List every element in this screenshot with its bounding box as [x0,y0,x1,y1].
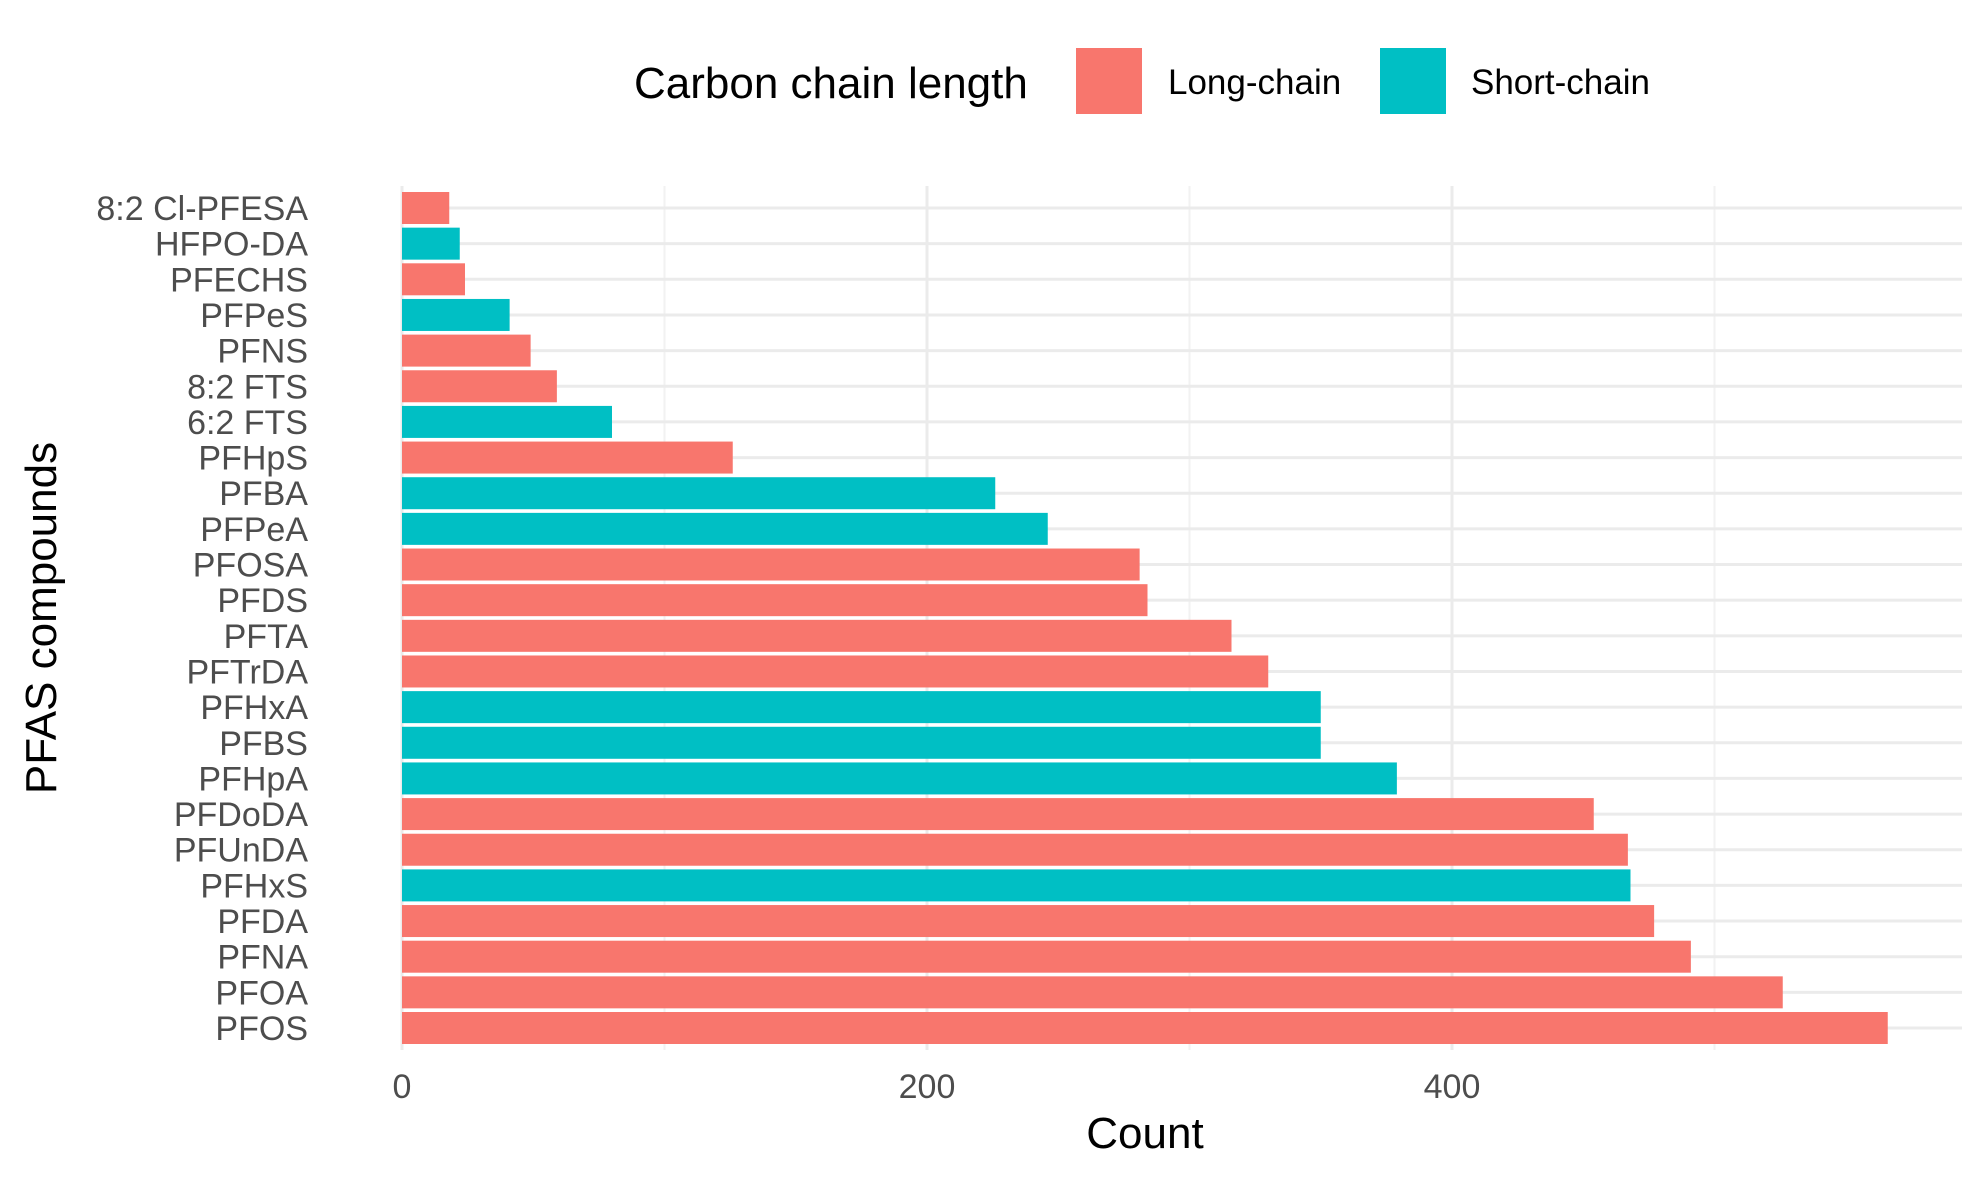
y-tick-label: PFHpS [198,440,308,478]
y-tick-label: PFPeA [200,511,308,549]
x-tick-label: 0 [393,1068,412,1106]
x-tick-label: 200 [899,1068,956,1106]
bar [402,584,1148,617]
bar [402,477,996,510]
bar [402,227,460,260]
bar [402,726,1321,759]
x-tick-label: 400 [1424,1068,1481,1106]
bar [402,441,733,474]
y-tick-label: PFNA [217,939,308,977]
y-tick-label: PFPeS [200,297,308,335]
y-tick-label: PFDA [217,903,308,941]
y-axis-title: PFAS compounds [17,442,66,794]
x-tick-labels: 0 200 400 [393,1068,1481,1106]
y-tick-label: PFBS [219,725,308,763]
y-tick-label: PFTrDA [186,653,308,691]
bar [402,655,1269,688]
legend-key-swatch [1076,48,1142,114]
bar [402,263,465,296]
y-tick-label: PFUnDA [174,832,308,870]
y-tick-label: PFOSA [193,547,309,585]
bar [402,548,1140,581]
y-tick-label: PFHxA [200,689,308,727]
bar [402,691,1321,724]
y-tick-label: PFHxS [200,867,308,905]
y-tick-label: PFTA [224,618,309,656]
y-tick-label: PFHpA [198,760,308,798]
legend-title: Carbon chain length [634,59,1028,108]
bar [402,976,1783,1009]
bar [402,405,612,438]
bar [402,334,531,367]
bar [402,619,1232,652]
bar [402,940,1691,973]
bar [402,798,1594,831]
bar [402,192,450,224]
bars [402,192,1888,1044]
y-tick-label: 6:2 FTS [187,404,308,442]
y-tick-label: PFBA [219,475,308,513]
x-axis-title: Count [1086,1109,1203,1158]
bar [402,298,510,331]
legend: Carbon chain length Long-chain Short-chai… [634,48,1650,114]
legend-key-label: Short-chain [1471,63,1650,102]
y-tick-label: 8:2 Cl-PFESA [96,190,308,228]
legend-key-swatch [1380,48,1446,114]
y-tick-label: PFNS [217,333,308,371]
y-tick-label: PFECHS [170,261,308,299]
bar [402,833,1628,866]
y-tick-label: PFOA [215,974,308,1012]
bar [402,370,557,403]
bar [402,512,1048,545]
bar [402,762,1397,795]
y-tick-label: PFDoDA [174,796,308,834]
y-tick-label: PFDS [217,582,308,620]
bar [402,905,1655,938]
legend-entries: Long-chain Short-chain [1076,48,1650,114]
y-tick-label: PFOS [215,1010,308,1048]
bar [402,1012,1888,1044]
legend-key-label: Long-chain [1168,63,1341,102]
y-tick-label: 8:2 FTS [187,368,308,406]
bar [402,869,1631,902]
y-tick-label: HFPO-DA [155,226,308,264]
